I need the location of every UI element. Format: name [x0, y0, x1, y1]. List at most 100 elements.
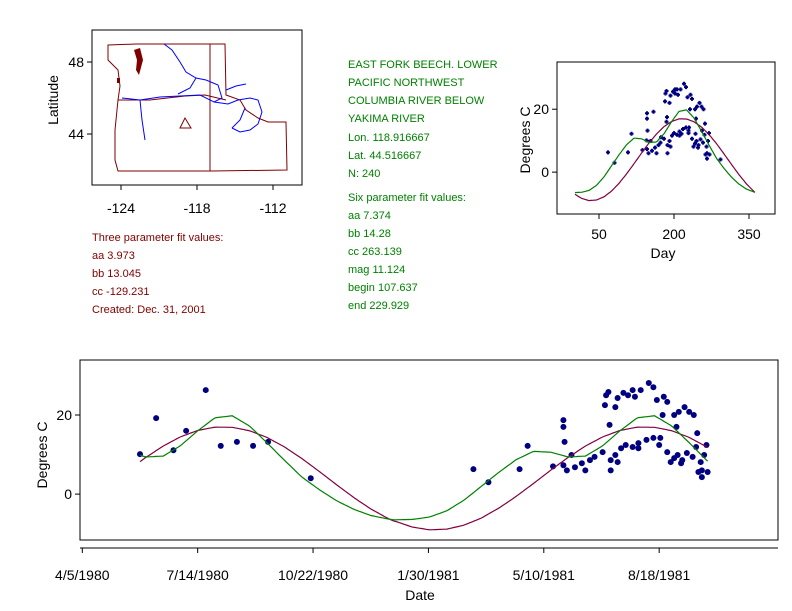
date-data-point	[561, 438, 568, 445]
three-param-fit-line	[139, 426, 708, 531]
six-fit-aa: aa 7.374	[348, 210, 391, 222]
day-of-year-chart: 50 200 350 0 20 Day Degrees C	[517, 61, 776, 261]
date-xtick-label: 4/5/1980	[55, 567, 110, 583]
day-data-point	[665, 143, 670, 148]
date-data-point	[202, 387, 209, 394]
date-data-point	[612, 451, 619, 458]
day-chart-xlabel: Day	[651, 245, 676, 261]
date-data-point	[524, 442, 531, 449]
date-data-point	[635, 440, 642, 447]
day-data-point	[691, 144, 696, 149]
date-data-point	[664, 449, 671, 456]
date-data-point	[650, 384, 657, 391]
station-triangle-icon	[179, 116, 192, 129]
map-xtick-label: -124	[107, 200, 135, 216]
date-chart-ylabel: Degrees C	[34, 422, 50, 489]
coastal-mark	[117, 78, 120, 83]
date-data-point	[690, 411, 697, 418]
day-data-point	[677, 133, 682, 138]
day-data-point	[690, 136, 694, 141]
day-data-point	[662, 136, 666, 141]
day-data-point	[672, 131, 676, 136]
day-data-point	[684, 85, 688, 90]
day-chart-ylabel: Degrees C	[517, 107, 533, 174]
day-chart-points	[606, 81, 723, 165]
date-data-point	[695, 468, 702, 475]
date-data-point	[637, 387, 644, 394]
day-data-point	[696, 145, 700, 150]
date-xtick-label: 8/18/1981	[628, 567, 690, 583]
day-data-point	[681, 127, 685, 132]
date-data-point	[578, 460, 585, 467]
date-data-point	[571, 464, 578, 471]
day-data-point	[697, 100, 702, 105]
day-data-point	[658, 140, 663, 145]
puget-sound-shape	[134, 48, 143, 75]
day-xtick-label: 350	[737, 226, 761, 242]
date-chart-curves	[139, 415, 709, 531]
date-data-point	[605, 389, 612, 396]
day-data-point	[650, 148, 654, 153]
day-data-point	[687, 125, 691, 130]
date-data-point	[614, 394, 621, 401]
date-data-point	[582, 467, 589, 474]
day-data-point	[667, 100, 672, 105]
date-data-point	[250, 442, 257, 449]
day-data-point	[651, 109, 656, 114]
date-data-point	[683, 449, 690, 456]
day-data-point	[665, 115, 669, 120]
six-fit-mag: mag 11.124	[348, 264, 406, 276]
day-data-point	[677, 129, 682, 134]
date-chart: 4/5/1980 7/14/1980 10/22/1980 1/30/1981 5/10…	[34, 359, 779, 603]
map-ylabel: Latitude	[45, 75, 61, 125]
tributary	[231, 107, 246, 129]
day-data-point	[685, 95, 690, 100]
date-data-point	[698, 474, 705, 481]
day-data-point	[694, 138, 699, 143]
map-ytick-label: 48	[68, 54, 84, 70]
date-data-point	[607, 467, 614, 474]
date-xtick-label: 7/14/1980	[167, 567, 229, 583]
date-data-point	[485, 479, 492, 486]
day-data-point	[704, 144, 709, 149]
date-ytick-label: 20	[56, 407, 72, 423]
date-xtick-label: 10/22/1980	[278, 567, 348, 583]
day-data-point	[676, 92, 680, 97]
day-data-point	[703, 152, 708, 157]
date-data-point	[599, 449, 606, 456]
washington-oregon-outline	[107, 43, 288, 172]
date-data-point	[607, 457, 614, 464]
day-data-point	[663, 99, 667, 104]
three-fit-cc: cc -129.231	[92, 286, 150, 298]
day-data-point	[673, 91, 677, 96]
date-data-point	[612, 404, 619, 411]
three-param-fit-line	[574, 118, 756, 202]
station-lon: Lon. 118.916667	[348, 132, 430, 144]
station-name: EAST FORK BEECH. LOWER	[348, 59, 498, 71]
day-data-point	[664, 88, 669, 93]
region: PACIFIC NORTHWEST	[348, 77, 465, 89]
date-data-point	[659, 411, 666, 418]
day-data-point	[646, 151, 651, 156]
tributary	[225, 83, 247, 91]
date-data-point	[625, 392, 632, 399]
sample-count: N: 240	[348, 168, 381, 180]
map-ticks	[87, 61, 274, 190]
date-chart-xlabel: Date	[405, 587, 435, 603]
day-data-point	[670, 133, 674, 138]
day-data-point	[693, 141, 697, 146]
tributary	[177, 77, 197, 95]
date-data-point	[667, 459, 674, 466]
date-data-point	[560, 417, 567, 424]
date-chart-points	[136, 379, 711, 486]
six-param-fit-line	[574, 109, 756, 194]
date-data-point	[217, 442, 224, 449]
date-data-point	[622, 442, 629, 449]
snake-river	[213, 97, 263, 133]
day-data-point	[699, 104, 704, 109]
day-data-point	[667, 138, 672, 143]
date-data-point	[657, 434, 664, 441]
date-chart-ticks: 4/5/1980 7/14/1980 10/22/1980 1/30/1981 5/10…	[55, 407, 778, 583]
day-data-point	[629, 131, 634, 136]
river-location: COLUMBIA RIVER BELOW YAKIMA RIVER	[348, 95, 485, 125]
